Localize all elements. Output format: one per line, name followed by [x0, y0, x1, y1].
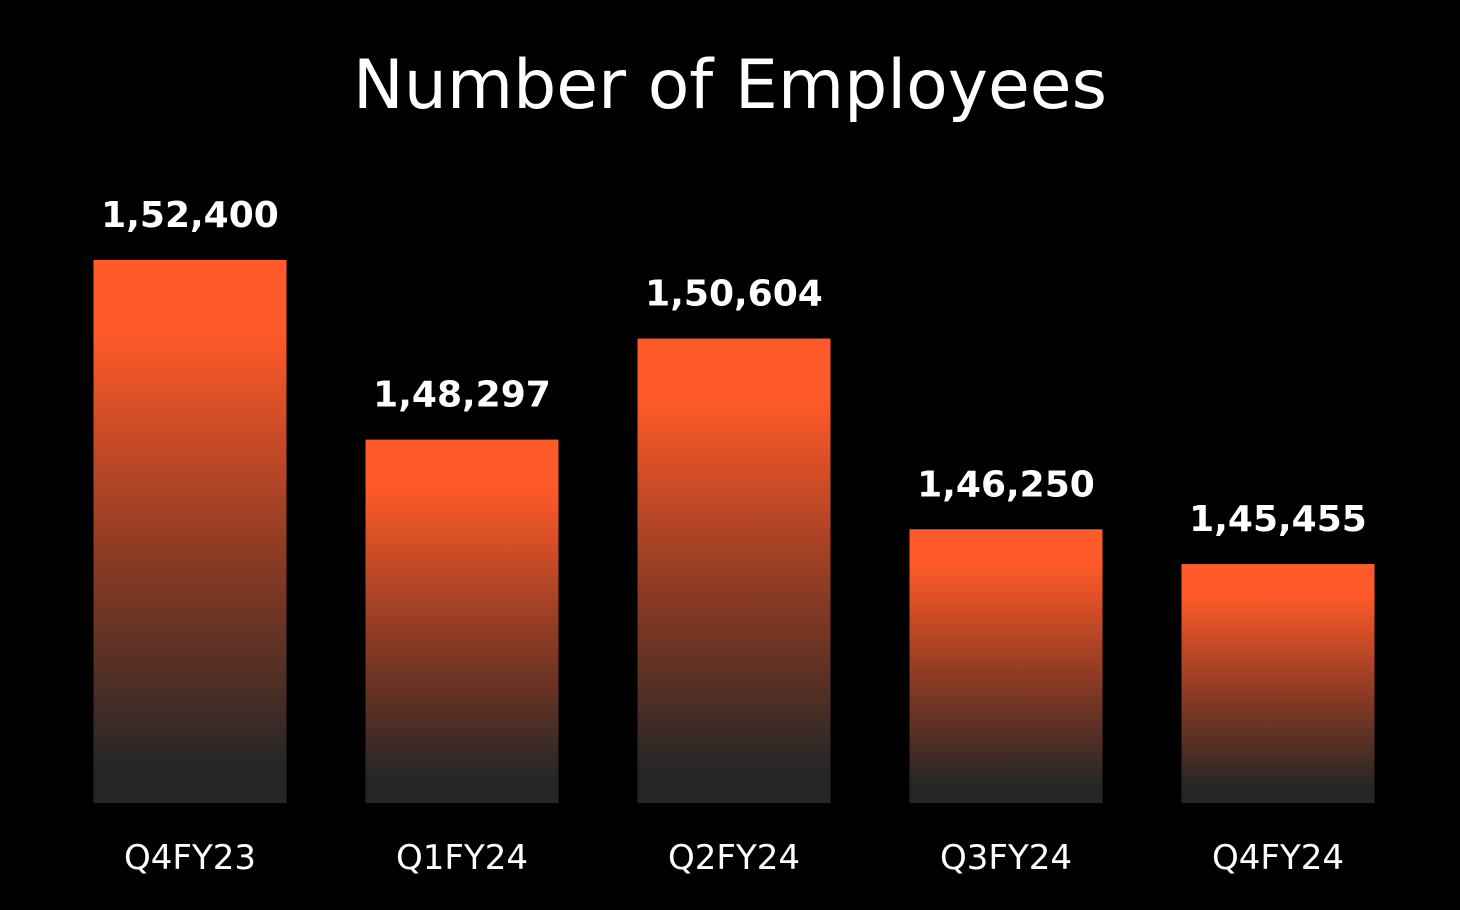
x-tick-label: Q3FY24 [940, 838, 1072, 878]
data-label: 1,52,400 [101, 195, 279, 236]
x-tick-label: Q1FY24 [396, 838, 528, 878]
bar-Q3FY24 [909, 529, 1103, 803]
bar-Q4FY23 [93, 259, 287, 803]
x-tick-label: Q4FY24 [1212, 838, 1344, 878]
bar-Q2FY24 [637, 338, 831, 803]
data-label: 1,45,455 [1189, 499, 1367, 540]
x-tick-label: Q4FY23 [124, 838, 256, 878]
data-label: 1,50,604 [645, 274, 823, 315]
bar-Q1FY24 [365, 439, 559, 803]
bar-Q4FY24 [1181, 564, 1375, 803]
data-label: 1,46,250 [917, 464, 1095, 505]
data-label: 1,48,297 [373, 375, 551, 416]
x-tick-label: Q2FY24 [668, 838, 800, 878]
chart-title: Number of Employees [352, 46, 1108, 125]
